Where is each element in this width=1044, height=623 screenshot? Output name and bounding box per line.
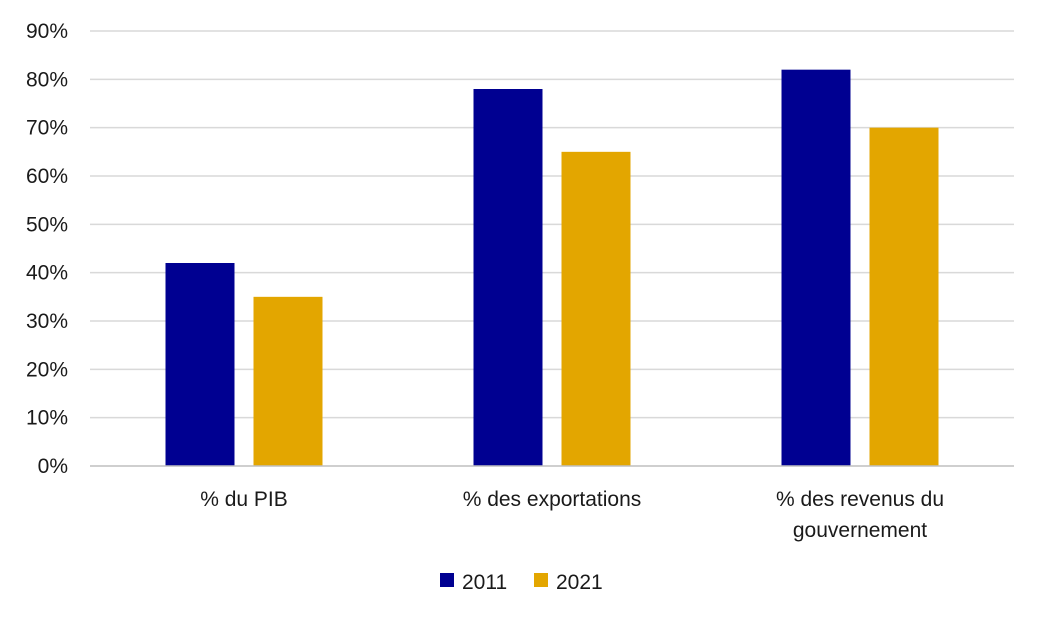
y-axis-ticks: 0% 10% 20% 30% 40% 50% 60% 70% 80% 90%: [26, 20, 68, 478]
bar-2021-1: [561, 151, 631, 467]
category-label: % des revenus du: [776, 488, 944, 511]
category-label: gouvernement: [793, 519, 927, 542]
bar-2021-0: [253, 296, 323, 466]
legend-label: 2011: [462, 571, 507, 594]
y-tick-label: 10%: [26, 407, 68, 430]
y-tick-label: 0%: [38, 455, 68, 478]
legend-swatch-2021: [534, 573, 548, 587]
category-label: % des exportations: [463, 488, 642, 511]
category-label: % du PIB: [200, 488, 288, 511]
y-tick-label: 90%: [26, 20, 68, 43]
legend-label: 2021: [556, 571, 603, 594]
y-tick-label: 50%: [26, 213, 68, 236]
category-labels: % du PIB % des exportations % des revenus …: [200, 488, 944, 542]
y-tick-label: 40%: [26, 262, 68, 285]
legend: 2011 2021: [440, 571, 603, 594]
bar-2011-0: [165, 263, 235, 466]
y-tick-label: 20%: [26, 358, 68, 381]
y-tick-label: 80%: [26, 68, 68, 91]
bar-2021-2: [869, 127, 939, 467]
y-tick-label: 60%: [26, 165, 68, 188]
gridlines: [90, 30, 1014, 419]
bars: [165, 69, 939, 467]
bar-2011-1: [473, 89, 543, 466]
y-tick-label: 30%: [26, 310, 68, 333]
bar-2011-2: [781, 69, 851, 467]
y-tick-label: 70%: [26, 117, 68, 140]
legend-swatch-2011: [440, 573, 454, 587]
